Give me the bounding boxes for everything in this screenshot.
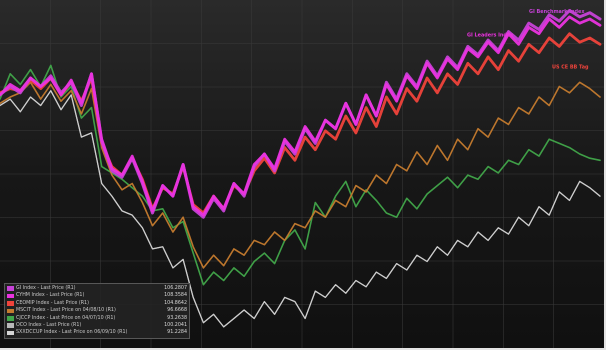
legend-value: 91.2284 [167, 330, 187, 336]
legend-value: 96.6668 [167, 308, 187, 314]
legend-swatch [7, 316, 14, 321]
legend-item: CEOMIP Index - Last Price (R1) 104.8642 [7, 300, 187, 307]
legend-label: MSCIT Index - Last Price on 04/08/10 (R1… [16, 308, 116, 314]
legend-value: 104.8642 [164, 300, 187, 306]
legend-label: CEOMIP Index - Last Price (R1) [16, 300, 89, 306]
legend-item: OCO Index - Last Price (R1) 100.2041 [7, 322, 187, 329]
legend-label: OCO Index - Last Price (R1) [16, 322, 82, 328]
legend-value: 100.2041 [164, 322, 187, 328]
legend-swatch [7, 323, 14, 328]
legend-value: 108.3584 [164, 293, 187, 299]
legend-item: CJCCP Index - Last Price on 04/07/10 (R1… [7, 315, 187, 322]
series-annotation: GI Benchmark Index [529, 9, 585, 15]
legend-swatch [7, 286, 14, 291]
legend-item: GI Index - Last Price (R1) 106.2807 [7, 285, 187, 292]
series-line-2 [0, 15, 602, 217]
legend-label: GI Index - Last Price (R1) [16, 286, 76, 291]
legend-label: SXXDCCUP Index - Last Price on 06/09/10 … [16, 330, 128, 336]
legend-label: CJCCP Index - Last Price on 04/07/10 (R1… [16, 315, 116, 321]
legend-swatch [7, 330, 14, 336]
series-line-5 [0, 64, 601, 286]
series-annotation: US CE BB Tag [552, 64, 589, 70]
legend-swatch [7, 308, 14, 314]
legend: GI Index - Last Price (R1) 106.2807 CYHM I… [4, 283, 190, 339]
legend-swatch [7, 301, 14, 306]
legend-swatch [7, 293, 14, 299]
legend-value: 93.2638 [167, 315, 187, 321]
legend-label: CYHM Index - Last Price (R1) [16, 293, 85, 299]
legend-value: 106.2807 [164, 286, 187, 291]
series-annotation: GI Leaders Index [467, 32, 514, 38]
legend-item: MSCIT Index - Last Price on 04/08/10 (R1… [7, 307, 187, 314]
legend-item: CYHM Index - Last Price (R1) 108.3584 [7, 292, 187, 299]
legend-item: SXXDCCUP Index - Last Price on 06/09/10 … [7, 329, 187, 336]
series-line-7 [0, 90, 601, 328]
